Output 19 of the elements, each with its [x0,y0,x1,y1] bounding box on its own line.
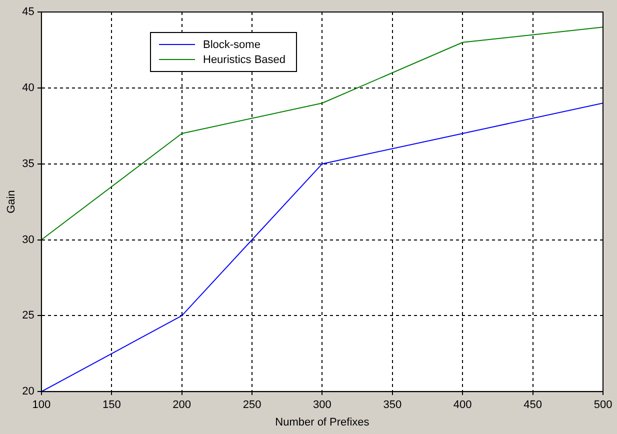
x-tick-label: 500 [594,399,612,412]
y-tick-label: 30 [22,234,34,246]
x-axis-title: Number of Prefixes [275,416,370,428]
x-tick-label: 450 [524,399,542,412]
legend-label: Heuristics Based [203,54,286,66]
x-tick-label: 100 [32,399,51,412]
y-tick-label: 35 [22,158,34,170]
y-tick-label: 40 [22,82,34,94]
y-tick-label: 45 [22,6,34,18]
x-tick-label: 400 [453,399,472,412]
x-tick-label: 350 [383,399,402,412]
x-tick-label: 300 [313,399,332,412]
x-tick-label: 150 [102,399,121,412]
y-axis-title: Gain [6,190,18,214]
y-tick-label: 25 [22,310,34,322]
x-tick-label: 200 [172,399,192,412]
x-tick-label: 250 [242,399,262,412]
y-tick-label: 20 [22,386,34,398]
legend-label: Block-some [203,38,260,50]
